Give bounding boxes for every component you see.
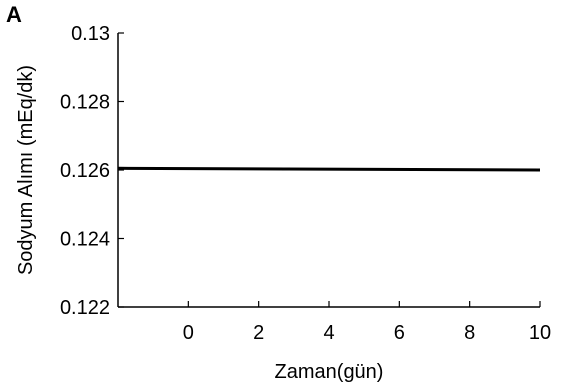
- y-tick-label: 0.122: [60, 297, 110, 319]
- y-tick-label: 0.128: [60, 92, 110, 114]
- x-tick-label: 4: [323, 322, 334, 344]
- y-tick-label: 0.124: [60, 229, 110, 251]
- x-axis-title: Zaman(gün): [275, 361, 384, 383]
- y-axis-title: Sodyum Alımı (mEq/dk): [15, 65, 37, 275]
- x-tick-label: 0: [183, 322, 194, 344]
- y-tick-label: 0.13: [71, 23, 110, 45]
- series-line: [117, 166, 541, 172]
- x-tick-label: 2: [253, 322, 264, 344]
- y-tick-label: 0.126: [60, 160, 110, 182]
- panel-letter: A: [6, 2, 22, 27]
- x-tick-label: 6: [394, 322, 405, 344]
- x-tick-label: 10: [529, 322, 551, 344]
- plot-area: 0.122 0.124 0.126 0.128 0.13 0 2 4 6 8 10: [60, 23, 551, 344]
- x-tick-label: 8: [464, 322, 475, 344]
